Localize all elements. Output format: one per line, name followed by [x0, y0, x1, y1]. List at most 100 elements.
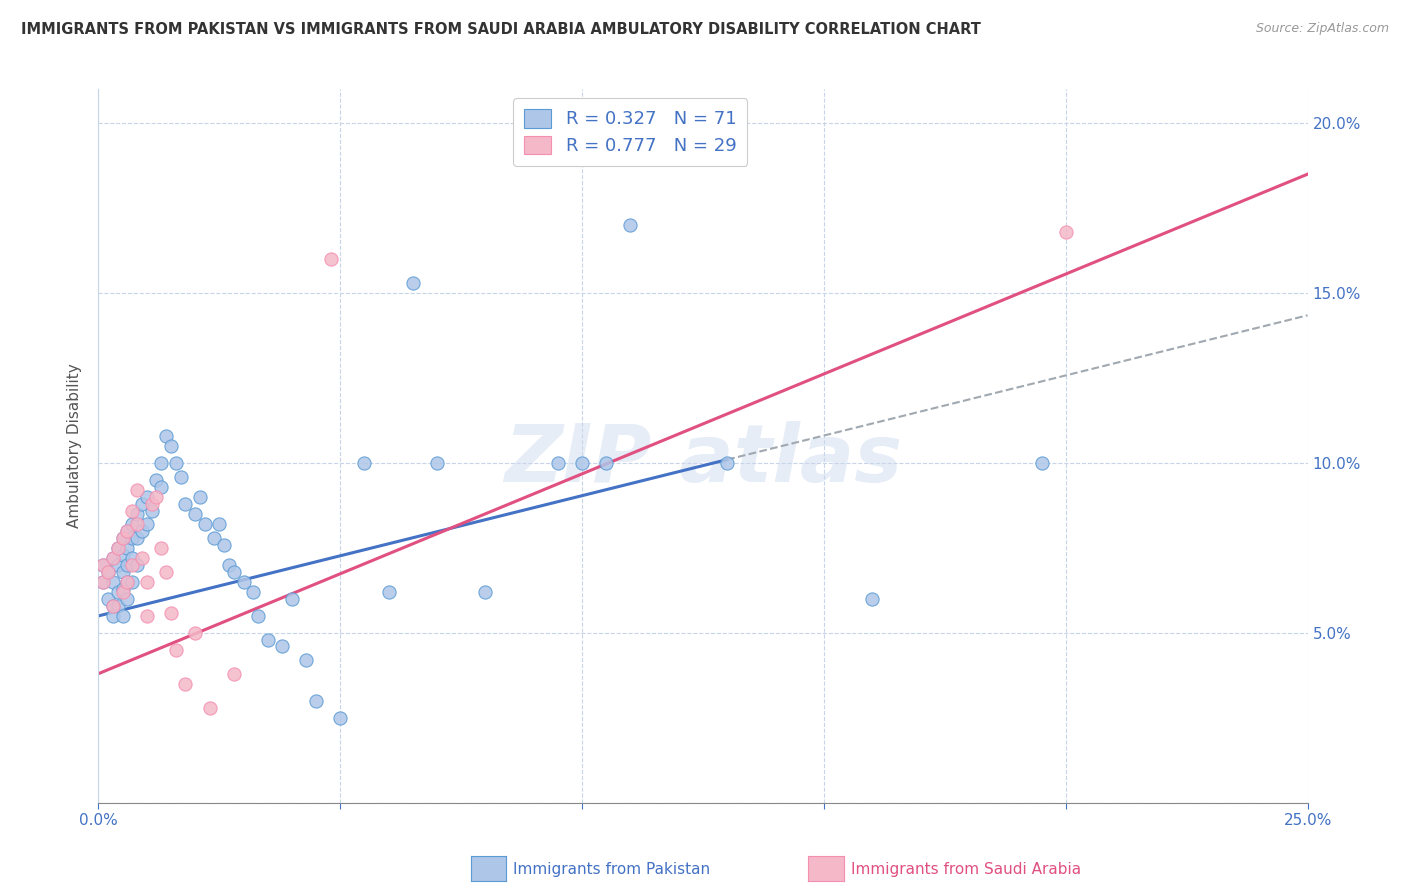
Point: [150, 480, 173, 494]
Point: [155, 565, 177, 579]
Text: Source: ZipAtlas.com: Source: ZipAtlas.com: [1256, 22, 1389, 36]
Text: ZIP atlas: ZIP atlas: [503, 421, 903, 500]
Point: [117, 591, 139, 606]
Point: [242, 585, 264, 599]
Point: [121, 503, 143, 517]
Point: [188, 490, 211, 504]
Point: [571, 456, 593, 470]
Point: [141, 497, 163, 511]
Point: [127, 483, 149, 498]
Point: [111, 585, 134, 599]
Point: [121, 517, 143, 532]
Point: [117, 574, 139, 589]
Point: [145, 473, 167, 487]
Point: [319, 252, 342, 266]
Point: [141, 503, 163, 517]
Point: [111, 531, 134, 545]
Point: [127, 507, 149, 521]
Point: [208, 517, 231, 532]
Point: [165, 643, 187, 657]
Point: [295, 653, 318, 667]
Point: [131, 551, 153, 566]
Point: [204, 531, 226, 545]
Point: [91, 574, 114, 589]
Point: [402, 276, 425, 290]
Point: [160, 439, 183, 453]
Point: [107, 541, 129, 555]
Point: [222, 565, 245, 579]
Point: [232, 574, 254, 589]
Point: [1054, 225, 1077, 239]
Point: [165, 456, 187, 470]
Point: [91, 558, 114, 572]
Point: [619, 218, 641, 232]
Point: [135, 517, 157, 532]
Point: [101, 599, 124, 613]
Point: [117, 541, 139, 555]
Point: [247, 608, 270, 623]
Point: [111, 582, 134, 596]
Point: [256, 632, 278, 647]
Point: [860, 591, 883, 606]
Point: [107, 541, 129, 555]
Point: [107, 599, 129, 613]
Point: [184, 626, 207, 640]
Point: [121, 551, 143, 566]
Point: [127, 517, 149, 532]
Point: [101, 574, 124, 589]
Point: [127, 531, 149, 545]
Point: [184, 507, 207, 521]
Point: [117, 524, 139, 538]
Text: Immigrants from Saudi Arabia: Immigrants from Saudi Arabia: [851, 863, 1081, 877]
Point: [101, 551, 124, 566]
Point: [329, 711, 352, 725]
Point: [91, 558, 114, 572]
Text: Immigrants from Pakistan: Immigrants from Pakistan: [513, 863, 710, 877]
Point: [101, 551, 124, 566]
Point: [121, 531, 143, 545]
Point: [271, 640, 294, 654]
Point: [111, 548, 134, 562]
Y-axis label: Ambulatory Disability: Ambulatory Disability: [67, 364, 83, 528]
Point: [426, 456, 449, 470]
Point: [474, 585, 496, 599]
Point: [131, 497, 153, 511]
Point: [218, 558, 240, 572]
Point: [117, 574, 139, 589]
Point: [117, 558, 139, 572]
Point: [111, 531, 134, 545]
Point: [135, 574, 157, 589]
Point: [377, 585, 399, 599]
Point: [595, 456, 617, 470]
Point: [101, 608, 124, 623]
Point: [174, 497, 197, 511]
Point: [97, 591, 120, 606]
Point: [131, 524, 153, 538]
Point: [160, 606, 183, 620]
Point: [174, 677, 197, 691]
Point: [135, 490, 157, 504]
Point: [107, 585, 129, 599]
Point: [716, 456, 738, 470]
Point: [117, 524, 139, 538]
Point: [169, 469, 191, 483]
Point: [198, 700, 221, 714]
Point: [97, 565, 120, 579]
Legend: R = 0.327   N = 71, R = 0.777   N = 29: R = 0.327 N = 71, R = 0.777 N = 29: [513, 98, 748, 166]
Point: [150, 541, 173, 555]
Point: [121, 574, 143, 589]
Point: [1031, 456, 1053, 470]
Point: [145, 490, 167, 504]
Point: [281, 591, 304, 606]
Point: [547, 456, 569, 470]
Point: [127, 558, 149, 572]
Point: [150, 456, 173, 470]
Point: [194, 517, 217, 532]
Point: [91, 574, 114, 589]
Point: [97, 565, 120, 579]
Point: [101, 599, 124, 613]
Point: [111, 565, 134, 579]
Text: IMMIGRANTS FROM PAKISTAN VS IMMIGRANTS FROM SAUDI ARABIA AMBULATORY DISABILITY C: IMMIGRANTS FROM PAKISTAN VS IMMIGRANTS F…: [21, 22, 981, 37]
Point: [305, 694, 328, 708]
Point: [353, 456, 375, 470]
